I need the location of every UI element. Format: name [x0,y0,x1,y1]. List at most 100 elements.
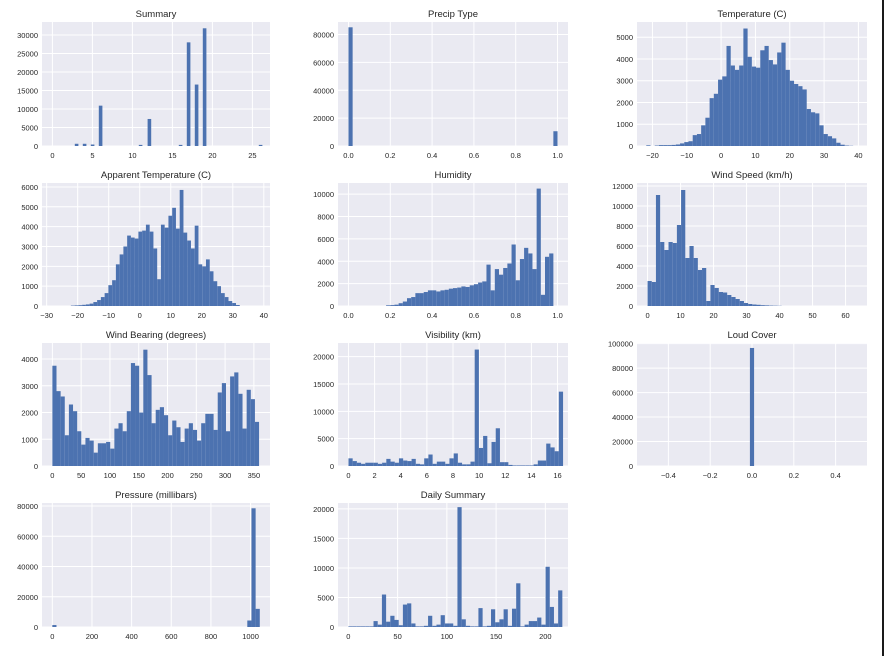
histogram-bar [382,463,386,466]
histogram-bar [168,435,172,466]
histogram-bar [131,363,135,466]
histogram-bar [424,626,428,627]
x-tick-label: 15 [168,151,176,160]
histogram-bar [225,297,229,306]
histogram-bar [697,134,701,146]
histogram-bar [357,626,361,627]
histogram-bar [537,189,541,306]
y-tick-label: 4000 [21,355,38,364]
y-tick-label: 4000 [21,223,38,232]
histogram-bar [191,248,195,306]
histogram-bar [357,463,361,466]
histogram-bar [256,609,260,627]
histogram-bar [499,275,503,306]
histogram-bar [123,246,127,306]
x-tick-label: 20 [709,311,717,320]
histogram-bar [541,295,545,306]
histogram-bar [407,603,411,627]
histogram-bar [374,621,378,627]
histogram-bar [142,231,146,306]
histogram-bar [378,625,382,627]
histogram-bar [496,428,500,466]
histogram-bar [153,248,157,306]
histogram-bar [735,70,739,146]
y-tick-label: 10000 [313,407,334,416]
x-tick-label: 2 [373,471,377,480]
x-tick-label: 100 [441,632,454,641]
histogram-bar [685,258,689,306]
histogram-bar [374,463,378,466]
histogram-bar [507,264,511,306]
histogram-bar [179,145,183,146]
histogram-bar [138,232,142,306]
histogram-bar [412,459,416,466]
histogram-bar [715,288,719,306]
histogram-bar [517,465,521,466]
histogram-bar [415,626,419,627]
histogram-bar [432,626,436,627]
x-tick-label: 0.2 [385,151,395,160]
histogram-bar [454,453,458,466]
histogram-bar [391,462,395,466]
histogram-bar [394,305,398,306]
histogram-bar [65,435,69,466]
y-tick-label: 3000 [21,242,38,251]
x-tick-label: 60 [841,311,849,320]
histogram-bar [736,299,740,306]
x-tick-label: 0.6 [469,151,479,160]
histogram-bar [646,145,650,146]
subplot-title: Visibility (km) [425,330,481,341]
x-tick-label: 0.2 [789,471,799,480]
histogram-bar [214,430,218,466]
x-tick-label: −10 [680,151,693,160]
subplot-title: Humidity [435,170,472,181]
histogram-bar [161,225,165,306]
histogram-bar [478,608,482,627]
histogram-bar [550,607,554,627]
x-tick-label: 100 [104,471,117,480]
histogram-bar [94,453,98,466]
y-tick-label: 0 [629,462,633,471]
x-tick-label: 200 [86,632,99,641]
histogram-bar [512,609,516,627]
x-tick-label: 0.4 [830,471,840,480]
histogram-bar [424,458,428,466]
y-tick-label: 8000 [317,213,334,222]
histogram-bar [183,233,187,306]
y-tick-label: 2000 [616,98,633,107]
histogram-bar [458,463,462,466]
histogram-bar [474,284,478,306]
histogram-bar [436,625,440,627]
histogram-bar [555,451,559,466]
histogram-bar [52,625,56,627]
y-tick-label: 12000 [612,182,633,191]
y-tick-label: 1000 [21,435,38,444]
histogram-bar [157,279,161,306]
y-tick-label: 5000 [21,123,38,132]
histogram-bar [698,270,702,306]
histogram-bar [61,396,65,466]
histogram-bar [378,464,382,466]
histogram-bar [238,394,242,466]
histogram-bar [516,280,520,306]
y-tick-label: 0 [330,623,334,632]
histogram-bar [73,411,77,466]
histogram-bar [457,507,461,627]
histogram-bar [710,98,714,146]
histogram-bar [160,407,164,466]
y-tick-label: 0 [34,462,38,471]
histogram-bar [694,258,698,306]
x-tick-label: 1000 [242,632,259,641]
y-tick-label: 60000 [17,532,38,541]
plot-area [338,503,568,627]
histogram-bar [503,268,507,306]
histogram-bar [520,259,524,306]
histogram-bar [135,239,139,306]
subplot-title: Loud Cover [727,330,776,341]
histogram-bar [255,422,259,466]
